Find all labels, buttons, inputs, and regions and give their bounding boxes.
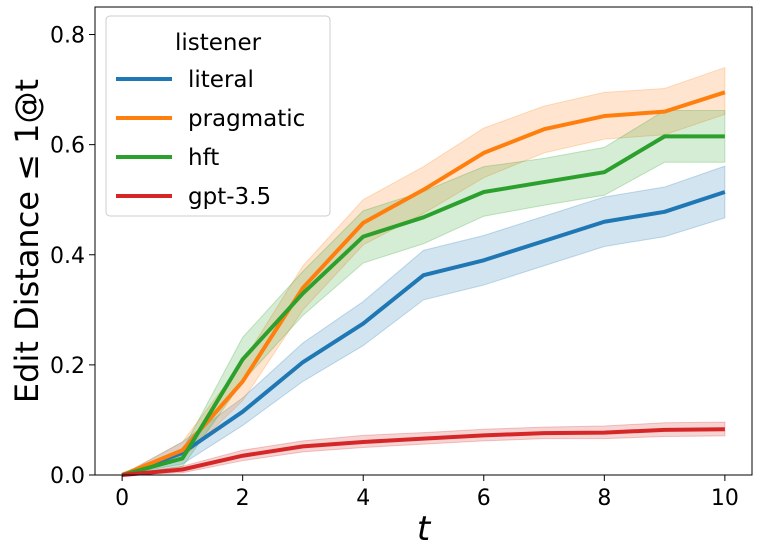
y-tick-label: 0.8 [50,24,85,49]
x-axis-ticks: 0 2 4 6 8 10 [115,475,739,511]
legend-label-hft: hft [188,145,219,171]
x-axis-label: t [417,509,432,549]
band-gpt-3.5 [122,421,726,476]
y-axis-label: Edit Distance ≤ 1@t [8,79,46,403]
line-pragmatic [121,90,726,477]
line-gpt-3.5 [121,427,725,477]
band-pragmatic [121,66,726,476]
y-tick-label: 0.0 [50,464,85,489]
y-tick-label: 0.6 [50,134,85,159]
legend-title: listener [175,30,262,56]
x-tick-label: 4 [356,486,370,511]
legend-label-pragmatic: pragmatic [188,106,305,132]
legend-items: literal pragmatic hft gpt-3.5 [116,67,305,210]
series-lines [121,90,726,477]
x-tick-label: 0 [115,486,129,511]
x-tick-label: 2 [236,486,250,511]
x-tick-label: 6 [477,486,491,511]
x-tick-label: 10 [711,486,739,511]
legend-frame [105,15,331,217]
y-tick-label: 0.4 [50,244,85,269]
y-tick-label: 0.2 [50,354,85,379]
line-hft [121,134,725,477]
plot-area-frame [94,6,753,476]
y-axis-ticks: 0.0 0.2 0.4 0.6 0.8 [50,24,95,489]
legend-label-gpt-3.5: gpt-3.5 [188,184,271,210]
x-tick-label: 8 [597,486,611,511]
legend: listener literal pragmatic hft gpt-3.5 [105,15,331,217]
line-literal [121,190,726,477]
legend-label-literal: literal [188,67,254,93]
